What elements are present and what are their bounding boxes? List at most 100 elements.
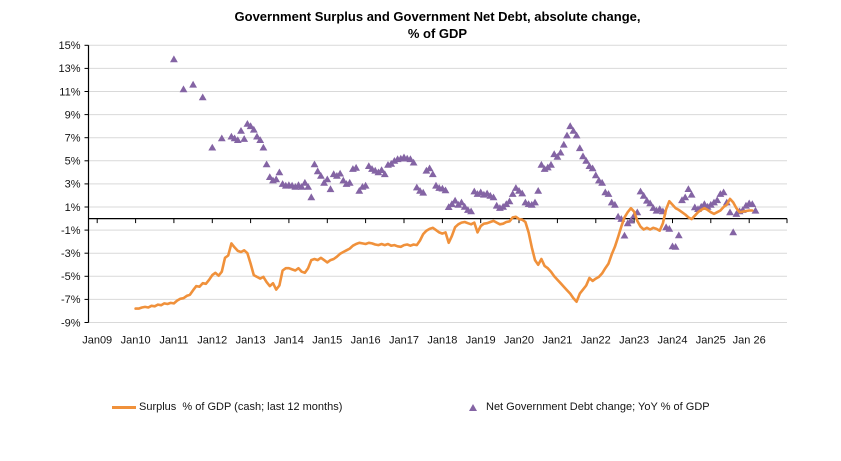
svg-text:Jan10: Jan10 bbox=[121, 335, 151, 347]
debt-triangle-marker bbox=[179, 85, 188, 93]
debt-triangle-marker bbox=[256, 136, 265, 143]
svg-text:Jan16: Jan16 bbox=[351, 335, 381, 347]
debt-triangle-marker bbox=[620, 231, 629, 239]
debt-triangle-marker bbox=[326, 185, 335, 193]
debt-triangle-marker bbox=[726, 208, 734, 216]
debt-triangle-marker bbox=[579, 152, 587, 160]
svg-text:1%: 1% bbox=[65, 202, 81, 214]
debt-triangle-marker bbox=[208, 143, 217, 151]
debt-triangle-marker bbox=[253, 132, 261, 140]
debt-triangle-marker bbox=[582, 157, 591, 164]
svg-text:3%: 3% bbox=[65, 179, 81, 191]
debt-triangle-marker bbox=[198, 93, 207, 101]
svg-text:Jan11: Jan11 bbox=[159, 335, 188, 347]
debt-triangle-marker bbox=[451, 196, 459, 204]
svg-text:Jan17: Jan17 bbox=[389, 335, 419, 347]
debt-triangle-marker bbox=[217, 134, 226, 142]
debt-triangle-marker bbox=[518, 189, 527, 197]
debt-triangle-marker bbox=[537, 160, 546, 168]
debt-triangle-marker bbox=[307, 193, 316, 201]
debt-triangle-marker bbox=[713, 196, 722, 204]
debt-triangle-swatch bbox=[469, 403, 477, 411]
debt-triangle-marker bbox=[665, 225, 674, 232]
debt-triangle-marker bbox=[508, 190, 517, 197]
debt-triangle-marker bbox=[237, 127, 245, 134]
chart-title-line2: % of GDP bbox=[407, 25, 468, 41]
debt-triangle-marker bbox=[272, 175, 281, 183]
svg-text:13%: 13% bbox=[58, 63, 80, 75]
svg-text:Jan 26: Jan 26 bbox=[733, 335, 766, 347]
debt-triangle-marker bbox=[406, 155, 415, 163]
debt-triangle-marker bbox=[428, 170, 437, 178]
svg-text:-1%: -1% bbox=[61, 225, 81, 237]
debt-triangle-marker bbox=[534, 187, 543, 194]
debt-triangle-marker bbox=[611, 200, 619, 208]
debt-triangle-marker bbox=[380, 170, 389, 178]
debt-triangle-marker bbox=[547, 160, 555, 168]
debt-triangle-marker bbox=[323, 175, 332, 183]
debt-triangle-marker bbox=[310, 160, 319, 168]
debt-triangle-marker bbox=[412, 183, 421, 191]
debt-triangle-marker bbox=[355, 187, 364, 194]
surplus-line-swatch bbox=[112, 405, 136, 409]
svg-text:Jan23: Jan23 bbox=[619, 335, 649, 347]
debt-triangle-marker bbox=[681, 193, 690, 201]
debt-triangle-marker bbox=[563, 131, 571, 139]
chart-canvas: 15%13%11%9%7%5%3%1%-1%-3%-5%-7%-9%Jan09 J… bbox=[58, 40, 788, 347]
debt-triangle-marker bbox=[559, 140, 568, 148]
svg-text:Jan12: Jan12 bbox=[197, 335, 227, 347]
x-axis-labels: Jan09 Jan10 Jan11 Jan12 Jan13 Jan14 Jan15 Jan16… bbox=[82, 335, 766, 347]
debt-triangle-marker bbox=[339, 176, 348, 184]
debt-triangle-marker bbox=[588, 164, 597, 172]
svg-text:Jan13: Jan13 bbox=[236, 335, 266, 347]
svg-text:-7%: -7% bbox=[61, 294, 81, 306]
svg-text:9%: 9% bbox=[65, 109, 81, 121]
debt-triangle-marker bbox=[489, 193, 498, 201]
debt-triangle-marker bbox=[505, 197, 514, 205]
debt-triangle-marker bbox=[748, 200, 757, 207]
debt-triangle-marker bbox=[240, 135, 249, 142]
debt-triangle-marker bbox=[259, 143, 268, 151]
svg-text:Jan09: Jan09 bbox=[82, 335, 112, 347]
debt-triangle-marker bbox=[189, 80, 197, 88]
svg-text:Jan15: Jan15 bbox=[312, 335, 342, 347]
surplus-line-series bbox=[134, 197, 754, 310]
y-axis-labels: 15% 13% 11% 9% 7% 5% 3% 1% -1% -3% -5% -7% -9% bbox=[58, 40, 80, 329]
svg-text:Jan18: Jan18 bbox=[427, 335, 457, 347]
debt-triangle-marker bbox=[460, 202, 469, 210]
svg-text:11%: 11% bbox=[59, 86, 80, 98]
debt-triangle-marker bbox=[249, 125, 258, 133]
debt-triangle-marker bbox=[572, 131, 581, 139]
debt-triangle-marker bbox=[636, 187, 645, 195]
svg-text:Jan25: Jan25 bbox=[696, 335, 726, 347]
debt-triangle-marker bbox=[313, 167, 322, 175]
svg-text:Jan21: Jan21 bbox=[542, 335, 572, 347]
svg-text:7%: 7% bbox=[65, 133, 81, 145]
debt-triangle-marker bbox=[674, 231, 683, 239]
debt-triangle-marker bbox=[553, 153, 562, 160]
svg-text:Jan24: Jan24 bbox=[658, 335, 688, 347]
svg-text:Jan20: Jan20 bbox=[504, 335, 534, 347]
legend-item-surplus: Surplus % of GDP (cash; last 12 months) bbox=[112, 400, 342, 414]
debt-triangle-marker bbox=[361, 181, 370, 189]
debt-triangle-marker bbox=[719, 188, 728, 196]
debt-triangle-marker bbox=[352, 163, 360, 171]
debt-triangle-marker bbox=[304, 183, 312, 190]
debt-triangle-marker bbox=[646, 199, 654, 207]
debt-triangle-marker bbox=[687, 190, 696, 198]
gridlines bbox=[88, 44, 787, 323]
svg-text:-9%: -9% bbox=[61, 317, 81, 329]
legend-label-debt: Net Government Debt change; YoY % of GDP bbox=[486, 401, 710, 413]
debt-triangle-marker bbox=[569, 127, 578, 134]
debt-triangle-marker bbox=[457, 198, 466, 206]
chart-title: Government Surplus and Government Net De… bbox=[88, 9, 787, 42]
debt-triangle-marker bbox=[301, 178, 309, 186]
debt-triangle-marker bbox=[566, 122, 575, 130]
debt-triangle-marker bbox=[751, 206, 760, 214]
debt-triangle-marker bbox=[556, 148, 565, 156]
debt-triangle-marker bbox=[591, 171, 600, 179]
debt-triangle-marker bbox=[170, 55, 178, 63]
debt-triangle-marker bbox=[467, 207, 475, 215]
debt-triangle-marker bbox=[262, 160, 271, 168]
